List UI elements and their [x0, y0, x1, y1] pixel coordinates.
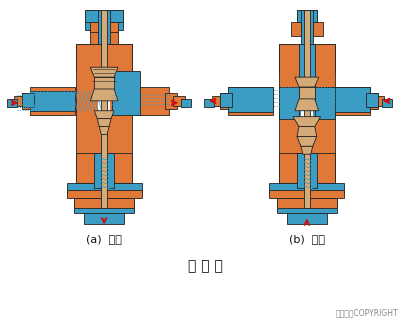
Polygon shape: [94, 111, 114, 119]
Bar: [85, 10, 123, 22]
Polygon shape: [94, 77, 114, 89]
Bar: [220, 93, 232, 109]
Polygon shape: [97, 119, 111, 127]
Bar: [279, 43, 335, 187]
Polygon shape: [295, 99, 319, 111]
Bar: [112, 87, 169, 115]
Bar: [74, 193, 134, 212]
Bar: [166, 93, 177, 109]
Bar: [22, 93, 34, 109]
Bar: [94, 153, 114, 188]
Bar: [228, 87, 273, 115]
Bar: [22, 93, 34, 107]
Bar: [84, 212, 124, 225]
Bar: [212, 96, 222, 106]
Bar: [374, 96, 384, 106]
Bar: [313, 22, 323, 36]
Bar: [204, 99, 214, 107]
Bar: [297, 10, 307, 34]
Bar: [101, 10, 107, 208]
Bar: [301, 10, 313, 44]
Polygon shape: [315, 87, 335, 119]
Polygon shape: [295, 77, 319, 87]
Polygon shape: [90, 89, 118, 101]
Bar: [366, 93, 378, 107]
Polygon shape: [90, 67, 118, 77]
Bar: [269, 183, 344, 193]
Bar: [297, 10, 317, 22]
Bar: [279, 183, 335, 197]
Bar: [74, 198, 134, 208]
Polygon shape: [112, 71, 140, 115]
Bar: [7, 99, 17, 107]
Polygon shape: [297, 137, 317, 146]
Bar: [279, 153, 335, 183]
Text: (b)  合流: (b) 合流: [289, 234, 325, 244]
Polygon shape: [279, 87, 299, 119]
Bar: [269, 190, 344, 198]
Bar: [106, 30, 118, 43]
Bar: [287, 212, 327, 225]
Bar: [108, 22, 118, 32]
Polygon shape: [99, 127, 109, 135]
Bar: [85, 10, 103, 30]
Text: (a)  分流: (a) 分流: [86, 234, 122, 244]
Bar: [76, 153, 132, 183]
Text: 东方仳真COPYRIGHT: 东方仳真COPYRIGHT: [335, 308, 398, 317]
Bar: [30, 91, 76, 111]
Bar: [301, 87, 313, 117]
Bar: [90, 30, 102, 43]
Bar: [76, 43, 132, 73]
Bar: [382, 99, 392, 107]
Polygon shape: [297, 127, 317, 137]
Bar: [98, 10, 110, 44]
Bar: [277, 193, 337, 212]
Bar: [105, 10, 123, 30]
Bar: [277, 198, 337, 208]
Bar: [181, 99, 191, 107]
Bar: [366, 93, 378, 109]
Bar: [304, 10, 310, 208]
Bar: [14, 96, 26, 106]
Bar: [220, 93, 232, 107]
Bar: [98, 87, 110, 115]
Bar: [173, 96, 185, 106]
Bar: [90, 22, 100, 32]
Bar: [297, 153, 317, 188]
Polygon shape: [293, 117, 321, 127]
Bar: [67, 183, 142, 193]
Polygon shape: [299, 87, 315, 99]
Bar: [67, 190, 142, 198]
Bar: [291, 22, 301, 36]
Bar: [228, 87, 273, 112]
Polygon shape: [301, 146, 313, 154]
Bar: [30, 87, 76, 115]
Bar: [307, 10, 317, 34]
Bar: [279, 43, 335, 73]
Bar: [76, 43, 132, 187]
Bar: [76, 183, 132, 197]
Bar: [299, 43, 315, 122]
Text: 三 通 阀: 三 通 阀: [187, 259, 222, 273]
Bar: [315, 87, 370, 115]
Bar: [315, 87, 370, 112]
